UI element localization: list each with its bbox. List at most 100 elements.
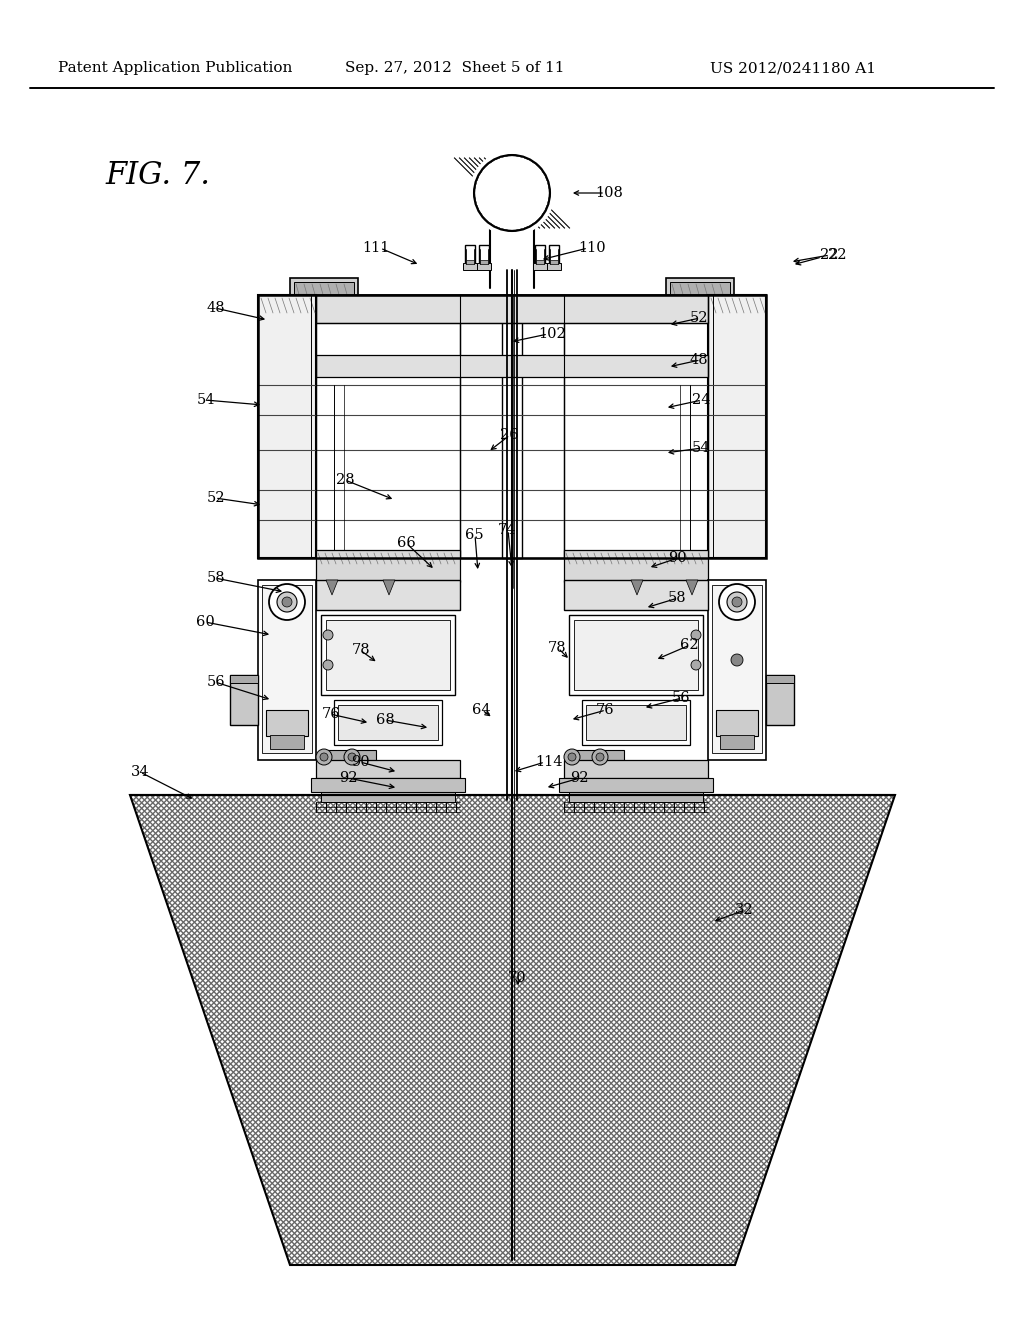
Text: 58: 58 — [668, 591, 687, 605]
Bar — [670, 282, 730, 302]
Bar — [502, 294, 522, 558]
Bar — [316, 355, 708, 378]
Circle shape — [727, 591, 746, 612]
Text: 34: 34 — [131, 766, 150, 779]
Text: 54: 54 — [692, 441, 711, 455]
Polygon shape — [686, 579, 698, 595]
Text: 76: 76 — [596, 704, 614, 717]
Text: 52: 52 — [207, 491, 225, 506]
Bar — [666, 279, 734, 306]
Bar — [479, 246, 489, 265]
Text: FIG. 7.: FIG. 7. — [105, 160, 210, 190]
Bar — [582, 700, 690, 744]
Bar — [334, 700, 442, 744]
Bar — [466, 260, 474, 264]
Bar — [720, 735, 754, 748]
Bar — [321, 792, 455, 803]
Bar — [547, 263, 561, 271]
Bar — [230, 675, 258, 682]
Bar — [316, 550, 460, 582]
Bar — [766, 675, 794, 725]
Bar — [311, 777, 465, 792]
Bar — [569, 615, 703, 696]
Bar — [338, 705, 438, 741]
Circle shape — [691, 660, 701, 671]
Bar — [550, 260, 558, 264]
Bar — [564, 550, 708, 582]
Bar — [569, 792, 703, 803]
Bar — [564, 760, 708, 777]
Text: 78: 78 — [351, 643, 370, 657]
Text: 66: 66 — [397, 536, 416, 550]
Text: 48: 48 — [207, 301, 225, 315]
Bar — [716, 710, 758, 737]
Circle shape — [319, 752, 328, 762]
Circle shape — [691, 630, 701, 640]
Bar — [294, 282, 354, 302]
Circle shape — [596, 752, 604, 762]
Text: 54: 54 — [197, 393, 215, 407]
Bar — [266, 710, 308, 737]
Text: Sep. 27, 2012  Sheet 5 of 11: Sep. 27, 2012 Sheet 5 of 11 — [345, 61, 564, 75]
Text: 56: 56 — [672, 690, 690, 705]
Circle shape — [348, 752, 356, 762]
Circle shape — [568, 752, 575, 762]
Text: 70: 70 — [508, 972, 526, 985]
Text: 111: 111 — [362, 242, 390, 255]
Text: 108: 108 — [595, 186, 623, 201]
Text: US 2012/0241180 A1: US 2012/0241180 A1 — [710, 61, 876, 75]
Bar — [766, 675, 794, 682]
Text: 62: 62 — [680, 638, 698, 652]
Bar — [352, 750, 376, 766]
Text: 78: 78 — [548, 642, 566, 655]
Bar — [324, 750, 348, 766]
Bar — [712, 585, 762, 752]
Bar — [480, 260, 488, 264]
Polygon shape — [326, 579, 338, 595]
Bar — [258, 579, 316, 760]
Circle shape — [732, 597, 742, 607]
Text: 24: 24 — [692, 393, 711, 407]
Bar — [708, 579, 766, 760]
Text: 48: 48 — [690, 352, 709, 367]
Ellipse shape — [474, 154, 550, 231]
Bar — [465, 246, 475, 265]
Bar — [477, 263, 490, 271]
Bar — [262, 585, 312, 752]
Circle shape — [278, 591, 297, 612]
Text: 110: 110 — [578, 242, 605, 255]
Text: 22: 22 — [820, 248, 839, 261]
Text: 52: 52 — [690, 312, 709, 325]
Text: 92: 92 — [570, 771, 589, 785]
Bar — [559, 777, 713, 792]
Text: 28: 28 — [336, 473, 355, 487]
Text: 64: 64 — [472, 704, 490, 717]
Text: 32: 32 — [735, 903, 754, 917]
Text: 58: 58 — [207, 572, 225, 585]
Polygon shape — [383, 579, 395, 595]
Text: 22: 22 — [828, 248, 847, 261]
Polygon shape — [130, 795, 895, 1265]
Text: 76: 76 — [322, 708, 340, 721]
Bar — [321, 615, 455, 696]
Bar — [536, 260, 544, 264]
Text: 74: 74 — [498, 523, 516, 537]
Circle shape — [731, 653, 743, 667]
Circle shape — [719, 583, 755, 620]
Bar — [586, 705, 686, 741]
Circle shape — [323, 630, 333, 640]
Text: 68: 68 — [376, 713, 395, 727]
Bar — [258, 294, 766, 558]
Text: 114: 114 — [535, 755, 562, 770]
Bar — [535, 246, 545, 265]
Bar — [316, 579, 460, 610]
Bar — [290, 279, 358, 306]
Text: 102: 102 — [538, 327, 565, 341]
Bar — [326, 620, 450, 690]
Text: 90: 90 — [351, 755, 370, 770]
Bar — [258, 294, 316, 558]
Text: 60: 60 — [197, 615, 215, 630]
Bar — [564, 579, 708, 610]
Text: 56: 56 — [207, 675, 225, 689]
Bar — [572, 750, 596, 766]
